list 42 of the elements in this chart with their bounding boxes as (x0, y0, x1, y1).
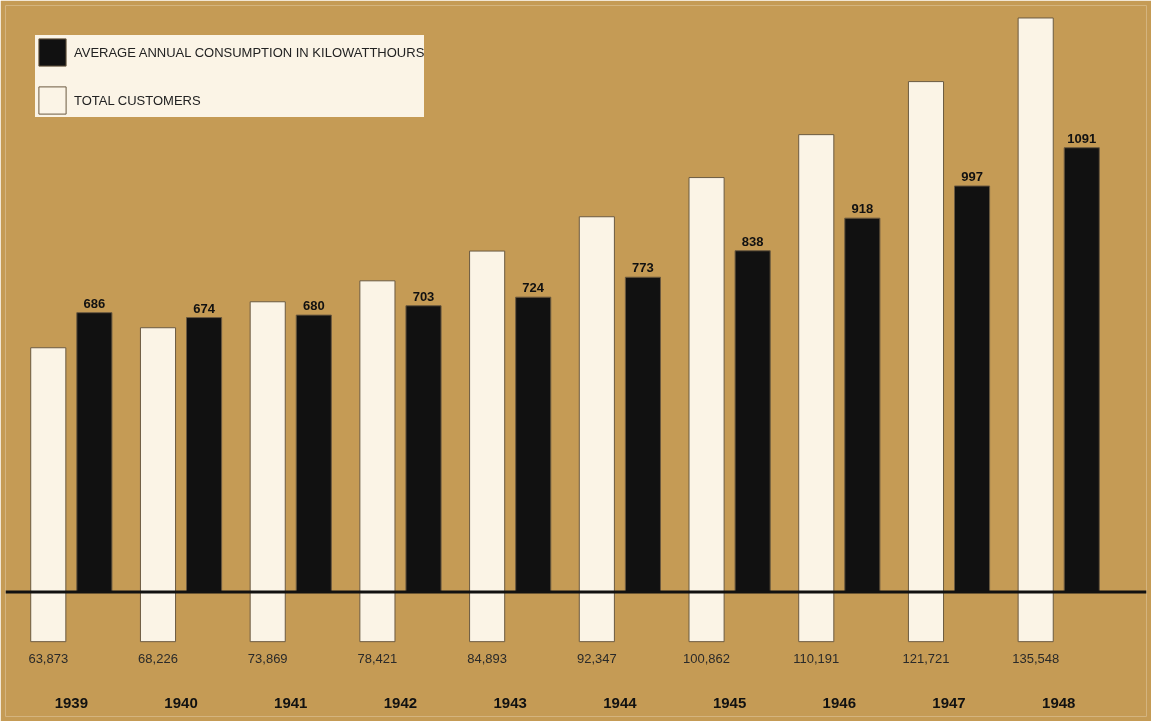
data-label: 63,873 (28, 650, 69, 666)
data-label: 135,548 (1012, 650, 1060, 666)
x-tick-label: 1945 (712, 694, 747, 712)
data-label: 68,226 (138, 650, 178, 666)
bar (30, 347, 67, 643)
data-label: 92,347 (576, 650, 617, 666)
bar (359, 280, 396, 643)
data-label: 110,191 (793, 650, 840, 666)
data-label: 1091 (1067, 130, 1097, 146)
bar (798, 134, 835, 643)
data-label: 997 (961, 168, 983, 184)
data-label: 100,862 (683, 650, 731, 666)
x-tick-label: 1946 (822, 694, 856, 712)
data-label: 680 (302, 298, 325, 314)
bar (578, 216, 615, 643)
x-tick-label: 1939 (54, 694, 89, 712)
data-label: 73,869 (247, 650, 288, 666)
bar (907, 81, 945, 643)
data-label: 78,421 (357, 650, 398, 666)
x-tick-label: 1944 (603, 694, 638, 712)
x-tick-label: 1947 (932, 694, 966, 712)
legend-label: TOTAL CUSTOMERS (74, 92, 201, 108)
x-tick-label: 1942 (383, 694, 418, 712)
x-tick-label: 1948 (1042, 694, 1076, 712)
legend-label: AVERAGE ANNUAL CONSUMPTION IN KILOWATTHOURS (74, 44, 425, 60)
x-tick-label: 1940 (164, 694, 198, 712)
x-tick-label: 1943 (493, 694, 527, 712)
data-label: 674 (193, 300, 216, 316)
bar (469, 250, 506, 643)
data-label: 686 (83, 295, 106, 311)
bar (688, 177, 725, 643)
data-label: 703 (412, 288, 435, 304)
bar (139, 327, 177, 643)
x-tick-label: 1941 (274, 694, 308, 712)
data-label: 838 (741, 233, 764, 249)
data-label: 84,893 (467, 650, 508, 666)
data-label: 918 (851, 201, 874, 217)
data-label: 773 (632, 260, 654, 276)
data-label: 121,721 (902, 650, 950, 666)
data-label: 724 (522, 280, 545, 296)
bar (1017, 17, 1054, 643)
bar (249, 301, 286, 643)
